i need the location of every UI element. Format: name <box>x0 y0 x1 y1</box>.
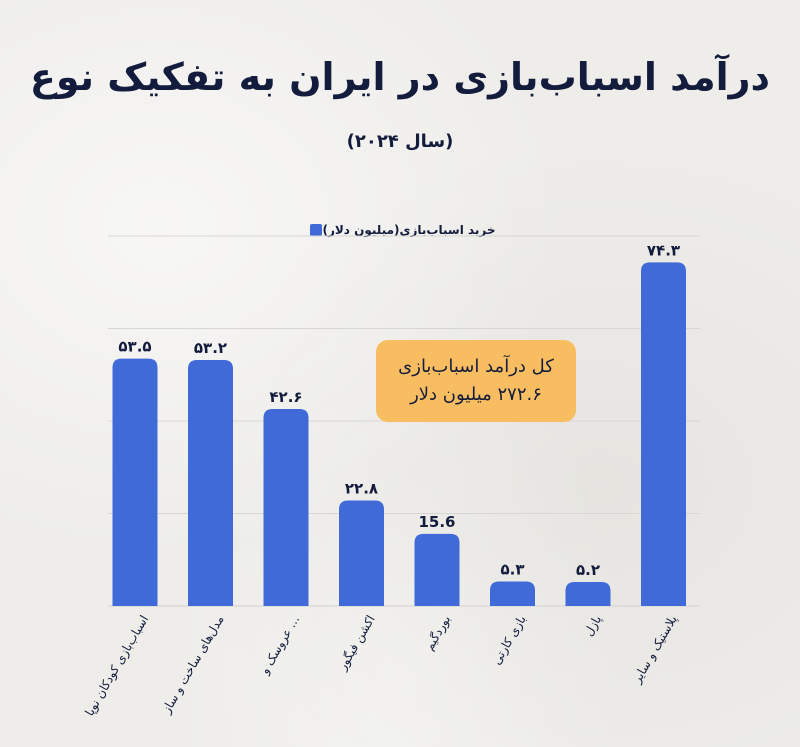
value-label: ۲۲.۸ <box>345 480 378 498</box>
value-label: ۴۲.۶ <box>269 388 302 406</box>
bar <box>112 358 158 606</box>
category-tick-label: مدل‌های ساخت و ساز <box>159 613 228 717</box>
bar <box>641 262 686 606</box>
bar <box>339 500 384 606</box>
bar <box>414 533 460 606</box>
value-label: 15.6 <box>418 513 455 531</box>
bar <box>490 581 535 606</box>
callout-line-2: ۲۷۲.۶ میلیون دلار <box>410 384 542 405</box>
legend-label: خرید اسباب‌بازی(میلیون دلار) <box>322 223 496 237</box>
legend-swatch <box>310 224 323 236</box>
bar <box>565 581 611 606</box>
category-tick-label: پلاستیک و سایر <box>629 613 680 687</box>
legend: خرید اسباب‌بازی(میلیون دلار) <box>300 220 500 240</box>
value-label: ۵.۲ <box>576 561 600 579</box>
category-tick-label: پازل <box>581 613 605 639</box>
bar <box>263 408 309 606</box>
category-tick-label: اسباب‌بازی کودکان نوپا <box>82 613 152 719</box>
callout-line-1: کل درآمد اسباب‌بازی <box>398 356 554 377</box>
value-labels: ۵۳.۵ ۵۳.۲ ۴۲.۶ ۲۲.۸ 15.6 ۵.۳ ۵.۲ ۷۴.۳ <box>118 241 680 579</box>
bars <box>112 262 686 606</box>
value-label: ۷۴.۳ <box>647 241 680 259</box>
bar <box>188 359 233 606</box>
chart-title: درآمد اسباب‌بازی در ایران به تفکیک نوع <box>29 55 771 99</box>
category-tick-labels: اسباب‌بازی کودکان نوپا مدل‌های ساخت و ساز… <box>82 613 680 719</box>
total-revenue-callout: کل درآمد اسباب‌بازی ۲۷۲.۶ میلیون دلار <box>376 340 576 422</box>
category-tick-label: بازی کارتی <box>489 613 529 668</box>
value-label: ۵۳.۵ <box>118 338 151 356</box>
category-tick-label: اکشن فیگور <box>335 613 379 674</box>
chart-subtitle: (سال ۲۰۲۴) <box>346 131 454 152</box>
value-label: ۵۳.۲ <box>194 339 227 357</box>
category-tick-label: بوردگیم <box>422 613 454 653</box>
value-label: ۵.۳ <box>500 560 524 578</box>
category-tick-label: عروسک و ... <box>257 613 303 678</box>
